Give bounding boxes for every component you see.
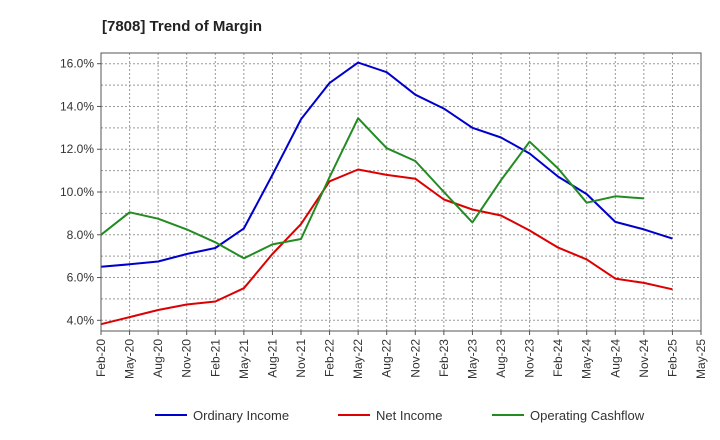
- x-tick-label: May-23: [465, 339, 479, 379]
- x-tick-label: Nov-23: [523, 339, 537, 378]
- series-layer: [100, 61, 673, 326]
- axis-layer: 4.0% 6.0% 8.0% 10.0% 12.0% 14.0% 16.0% Feb-20 Ma…: [60, 52, 708, 379]
- x-tick-label: Nov-21: [294, 339, 308, 378]
- y-tick-label: 8.0%: [67, 228, 95, 242]
- legend-label-1: Net Income: [376, 408, 442, 423]
- y-tick-label: 4.0%: [67, 313, 95, 327]
- legend-label-2: Operating Cashflow: [530, 408, 645, 423]
- y-tick-label: 6.0%: [67, 271, 95, 285]
- y-tick-label: 14.0%: [60, 99, 94, 113]
- y-tick-label: 10.0%: [60, 185, 94, 199]
- x-tick-label: Nov-20: [180, 339, 194, 378]
- y-tick-label: 12.0%: [60, 142, 94, 156]
- x-tick-label: May-24: [580, 339, 594, 379]
- x-tick-label: May-25: [694, 339, 708, 379]
- x-tick-label: May-21: [237, 339, 251, 379]
- grid-layer: [100, 53, 702, 331]
- x-tick-label: Aug-21: [265, 339, 279, 378]
- chart-title: [7808] Trend of Margin: [102, 18, 262, 35]
- x-tick-label: Nov-24: [637, 339, 651, 378]
- series-line-0: [100, 61, 673, 268]
- x-tick-label: Feb-22: [323, 339, 337, 377]
- x-tick-label: Aug-24: [608, 339, 622, 378]
- x-tick-label: Feb-21: [208, 339, 222, 377]
- x-tick-label: May-20: [123, 339, 137, 379]
- legend: Ordinary Income Net Income Operating Cashf…: [155, 408, 645, 423]
- legend-label-0: Ordinary Income: [193, 408, 289, 423]
- x-tick-label: May-22: [351, 339, 365, 379]
- y-tick-label: 16.0%: [60, 57, 94, 71]
- x-tick-label: Aug-20: [151, 339, 165, 378]
- x-tick-label: Aug-22: [380, 339, 394, 378]
- x-tick-label: Feb-24: [551, 339, 565, 377]
- series-line-2: [100, 117, 644, 260]
- x-tick-label: Feb-23: [437, 339, 451, 377]
- x-tick-label: Nov-22: [408, 339, 422, 378]
- series-line-1: [100, 168, 673, 326]
- x-tick-label: Feb-25: [665, 339, 679, 377]
- x-tick-label: Feb-20: [94, 339, 108, 377]
- x-tick-label: Aug-23: [494, 339, 508, 378]
